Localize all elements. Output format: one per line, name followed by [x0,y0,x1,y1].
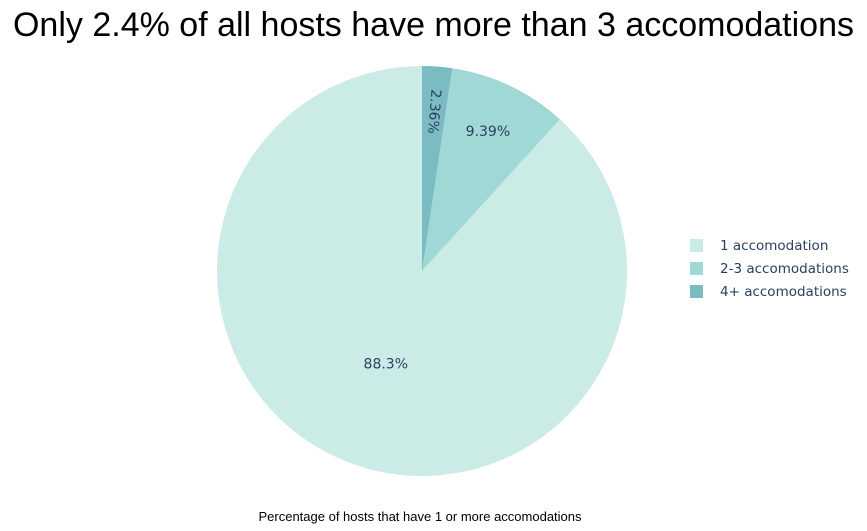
pie-slice-4-plus-accomodations[interactable] [422,66,453,271]
legend: 1 accomodation 2-3 accomodations 4+ acco… [690,234,849,303]
legend-item-4-plus-accomodations[interactable]: 4+ accomodations [690,280,849,303]
pie-slice-1-accomodation[interactable] [217,66,628,477]
slice-label-1-accomodation: 88.3% [364,357,408,373]
legend-label: 4+ accomodations [720,283,847,300]
legend-item-1-accomodation[interactable]: 1 accomodation [690,234,849,257]
legend-swatch [690,262,703,275]
slice-label-2-3-accomodations: 9.39% [466,124,510,140]
chart-title: Only 2.4% of all hosts have more than 3 … [12,6,855,44]
legend-swatch [690,285,703,298]
chart-caption: Percentage of hosts that have 1 or more … [258,509,582,524]
legend-item-2-3-accomodations[interactable]: 2-3 accomodations [690,257,849,280]
legend-label: 1 accomodation [720,237,829,254]
legend-label: 2-3 accomodations [720,260,849,277]
slice-label-4-plus-accomodations: 2.36% [424,89,443,135]
legend-swatch [690,239,703,252]
pie-slice-2-3-accomodations[interactable] [422,68,560,271]
